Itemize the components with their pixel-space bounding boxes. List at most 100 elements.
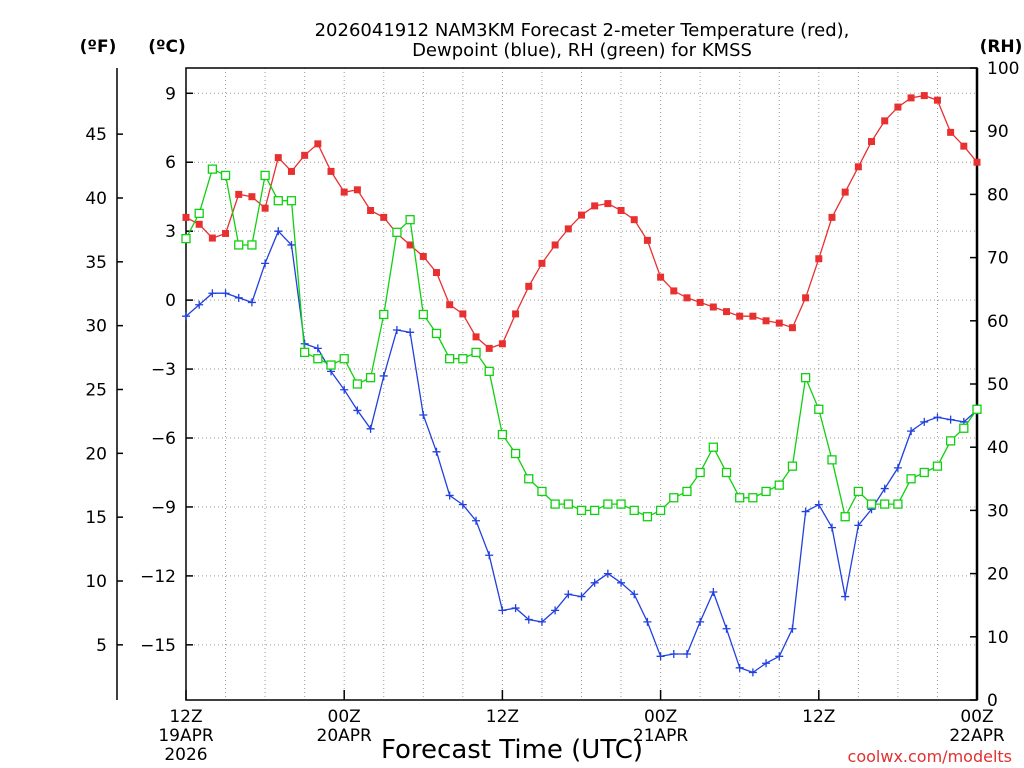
dewpoint-point bbox=[406, 328, 415, 337]
temperature-point bbox=[564, 225, 572, 233]
rh-point bbox=[510, 448, 521, 459]
rh-tick-label: 70 bbox=[987, 249, 1009, 269]
temperature-point bbox=[762, 317, 770, 325]
rh-point bbox=[945, 436, 956, 446]
rh-point bbox=[708, 442, 718, 452]
dewpoint-point bbox=[445, 491, 454, 500]
rh-tick-label: 80 bbox=[987, 185, 1009, 205]
dewpoint-point bbox=[841, 592, 850, 601]
temperature-point bbox=[419, 252, 427, 260]
rh-point bbox=[590, 505, 600, 516]
temperature-point bbox=[696, 298, 704, 306]
data-series bbox=[181, 92, 982, 677]
rh-point bbox=[194, 208, 204, 219]
rh-point bbox=[181, 233, 191, 244]
temperature-point bbox=[709, 303, 717, 311]
x-tick-label: 12Z bbox=[802, 707, 835, 727]
rh-point bbox=[893, 499, 903, 509]
rh-tick-label: 60 bbox=[987, 312, 1009, 332]
dewpoint-point bbox=[472, 516, 481, 525]
temperature-point bbox=[881, 117, 889, 125]
temperature-point bbox=[512, 310, 520, 318]
dewpoint-point bbox=[274, 227, 283, 236]
celsius-tick-label: 9 bbox=[165, 84, 176, 104]
rh-point bbox=[484, 366, 494, 377]
fahrenheit-unit-label: (ºF) bbox=[80, 37, 117, 57]
dewpoint-point bbox=[366, 424, 375, 433]
rh-point bbox=[866, 499, 877, 509]
rh-tick-label: 100 bbox=[987, 59, 1019, 79]
temperature-point bbox=[406, 241, 414, 249]
temperature-point bbox=[683, 294, 691, 302]
celsius-tick-label: −6 bbox=[151, 429, 176, 449]
rh-point bbox=[721, 467, 732, 478]
fahrenheit-tick-label: 45 bbox=[85, 125, 107, 145]
rh-point bbox=[576, 505, 587, 516]
rh-point bbox=[431, 328, 442, 339]
rh-point bbox=[959, 423, 969, 433]
temperature-point bbox=[868, 138, 876, 146]
rh-point bbox=[379, 309, 389, 320]
temperature-point bbox=[749, 312, 757, 320]
temperature-point bbox=[828, 213, 836, 221]
dewpoint-point bbox=[682, 650, 691, 659]
rh-point bbox=[919, 467, 929, 478]
temperature-point bbox=[933, 96, 941, 104]
rh-point bbox=[800, 373, 811, 383]
temperature-point bbox=[670, 287, 678, 295]
celsius-tick-label: −12 bbox=[140, 567, 176, 587]
temperature-point bbox=[630, 216, 638, 224]
dewpoint-point bbox=[511, 604, 520, 613]
rh-point bbox=[405, 215, 415, 225]
dewpoint-point bbox=[551, 606, 560, 615]
dewpoint-point bbox=[182, 312, 190, 321]
dewpoint-point bbox=[748, 668, 757, 677]
rh-point bbox=[365, 373, 376, 383]
rh-point bbox=[774, 480, 784, 490]
rh-point bbox=[655, 505, 666, 516]
fahrenheit-tick-label: 30 bbox=[85, 317, 107, 337]
dewpoint-point bbox=[577, 592, 586, 601]
rh-point bbox=[260, 170, 270, 181]
temperature-point bbox=[248, 193, 256, 201]
x-tick-label: 00Z bbox=[644, 707, 677, 727]
rh-point bbox=[616, 499, 626, 509]
rh-point bbox=[286, 196, 297, 206]
temperature-point bbox=[947, 128, 955, 136]
temperature-point bbox=[301, 151, 309, 159]
dewpoint-point bbox=[419, 411, 428, 420]
dewpoint-point bbox=[195, 300, 204, 309]
x-tick-label: 12Z bbox=[486, 707, 519, 727]
celsius-tick-label: 3 bbox=[165, 222, 176, 242]
dewpoint-point bbox=[788, 624, 797, 633]
temperature-point bbox=[538, 259, 546, 267]
temperature-point bbox=[195, 220, 203, 228]
rh-point bbox=[563, 499, 573, 509]
rh-point bbox=[458, 354, 468, 364]
temperature-point bbox=[261, 204, 269, 212]
rh-point bbox=[471, 347, 481, 358]
dewpoint-point bbox=[340, 385, 349, 394]
temperature-point bbox=[446, 301, 454, 309]
axes bbox=[116, 67, 979, 701]
dewpoint-point bbox=[643, 617, 652, 626]
temperature-point bbox=[222, 229, 230, 237]
temperature-point bbox=[841, 188, 849, 196]
rh-point bbox=[445, 354, 455, 364]
dewpoint-point bbox=[485, 551, 494, 560]
fahrenheit-tick-label: 15 bbox=[85, 508, 107, 528]
dewpoint-point bbox=[630, 590, 639, 599]
celsius-tick-label: 6 bbox=[165, 153, 176, 173]
rh-tick-label: 50 bbox=[987, 375, 1009, 395]
rh-point bbox=[220, 170, 231, 181]
rh-point bbox=[603, 499, 613, 509]
rh-point bbox=[234, 240, 244, 250]
fahrenheit-tick-label: 35 bbox=[85, 253, 107, 273]
fahrenheit-tick-label: 40 bbox=[85, 189, 107, 209]
rh-point bbox=[682, 486, 692, 497]
x-tick-label: 20APR bbox=[317, 726, 373, 746]
x-axis-label: Forecast Time (UTC) bbox=[381, 735, 643, 765]
dewpoint-point bbox=[775, 652, 784, 661]
